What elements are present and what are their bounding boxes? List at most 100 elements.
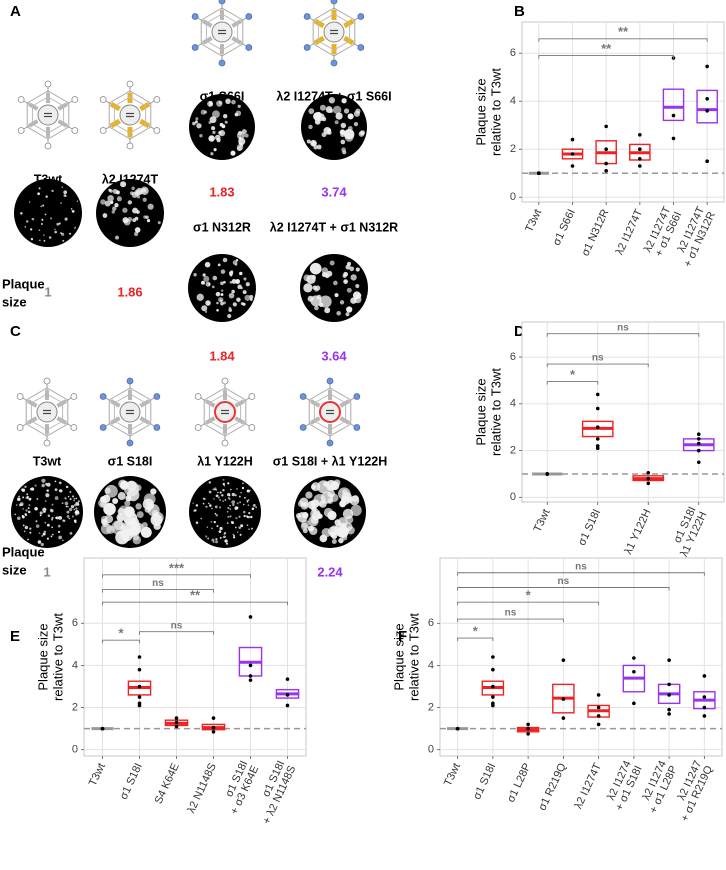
plaque — [195, 504, 199, 507]
virion-icon — [17, 80, 79, 150]
spike — [309, 416, 321, 425]
y-tick-label: 2 — [510, 143, 516, 155]
data-point — [595, 392, 600, 397]
plaque — [310, 139, 317, 147]
strain-label: σ1 S18I — [108, 454, 153, 468]
plaque — [255, 506, 257, 509]
plaque-image — [189, 94, 255, 160]
plaque — [235, 258, 239, 262]
plaque — [345, 312, 350, 317]
plaque — [61, 502, 64, 505]
plaque-image — [14, 179, 82, 247]
plaque — [343, 108, 350, 114]
plaque — [67, 505, 69, 508]
capsid-mid — [205, 13, 239, 51]
plaque — [360, 130, 365, 136]
y-axis-label: Plaque size — [391, 623, 406, 690]
plaque — [239, 533, 242, 536]
plaque — [231, 289, 235, 294]
plaque — [229, 508, 232, 511]
plaque — [347, 126, 353, 131]
plaque — [71, 495, 75, 498]
plaque — [355, 283, 360, 289]
plaque — [70, 208, 73, 210]
plaque — [236, 146, 242, 152]
row-label: size — [2, 294, 27, 309]
plaque — [244, 496, 246, 499]
plaque — [344, 132, 354, 142]
plaque — [238, 526, 242, 530]
plaque — [195, 521, 199, 525]
plaque — [76, 511, 80, 515]
plaque — [341, 147, 346, 153]
x-tick-label: σ1 S18I — [118, 761, 145, 801]
plaque — [71, 515, 74, 518]
plaque — [143, 493, 156, 506]
y-axis-label: Plaque size — [35, 623, 50, 690]
data-point — [491, 655, 495, 659]
fiber-head — [303, 44, 311, 51]
plaque — [219, 536, 222, 539]
plaque — [22, 524, 25, 527]
plaque — [31, 217, 35, 221]
plaque — [324, 273, 330, 279]
plaque — [24, 226, 27, 228]
plaque — [213, 498, 215, 500]
plot-panel — [439, 557, 723, 757]
strain-label: σ1 S18I + λ1 Y122H — [273, 454, 388, 468]
plaque — [222, 489, 225, 492]
plaque — [134, 227, 141, 233]
plaque — [355, 292, 362, 299]
plaque — [116, 196, 122, 202]
x-tick-label: λ1 Y122H — [622, 507, 653, 556]
plaque — [54, 480, 57, 483]
plaque — [236, 488, 238, 490]
plaque — [309, 262, 322, 275]
spike — [57, 102, 69, 111]
plaque — [215, 514, 219, 517]
capsid-mid — [31, 96, 65, 134]
data-point — [570, 164, 575, 168]
plaque — [330, 481, 340, 491]
y-tick-label: 6 — [72, 617, 78, 629]
plaque — [74, 226, 77, 229]
virion-icon — [303, 0, 365, 67]
plaque — [25, 509, 28, 512]
plaque — [249, 489, 251, 492]
plaque — [54, 496, 59, 500]
plaque — [41, 483, 45, 488]
plaque — [28, 497, 32, 501]
significance-bracket — [457, 572, 705, 576]
plaque — [157, 221, 161, 225]
spike — [313, 35, 325, 46]
plaque — [69, 491, 72, 493]
spike — [339, 416, 351, 425]
plaque — [328, 97, 336, 104]
fiber-head — [194, 424, 202, 431]
plaque — [44, 500, 47, 502]
data-point — [604, 161, 608, 166]
plaque — [63, 194, 67, 197]
data-point — [211, 725, 216, 730]
data-point — [537, 171, 541, 175]
data-point — [248, 615, 253, 619]
plaque — [349, 495, 360, 506]
plaque — [67, 495, 70, 498]
plaque — [233, 534, 236, 537]
plaque — [58, 535, 63, 540]
plaque — [242, 290, 247, 295]
plaque — [217, 496, 220, 499]
plaque — [212, 275, 218, 281]
spike — [234, 416, 246, 425]
plate — [301, 94, 367, 160]
plaque — [207, 502, 210, 505]
plaque — [242, 302, 246, 306]
plaque — [211, 126, 216, 131]
plaque — [247, 515, 251, 519]
data-point — [646, 481, 651, 486]
plaque — [232, 503, 235, 507]
plaque — [34, 484, 37, 487]
plaque — [222, 257, 228, 263]
plaque — [237, 531, 239, 533]
strain-label: λ1 Y122H — [197, 454, 253, 468]
